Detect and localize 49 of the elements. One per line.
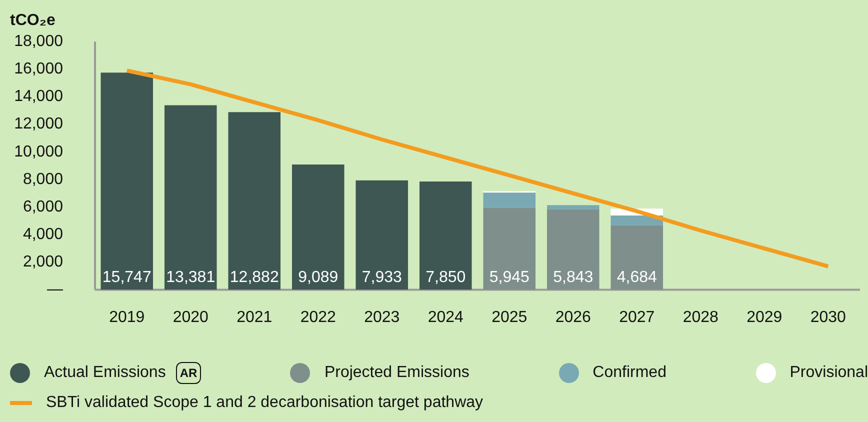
bar [546, 205, 600, 210]
x-tick-label: 2023 [364, 308, 400, 326]
bar [546, 209, 600, 290]
data-label: 13,381 [166, 269, 216, 286]
x-tick-label: 2019 [109, 308, 145, 326]
x-tick-label: 2025 [492, 308, 528, 326]
x-tick-label: 2024 [428, 308, 464, 326]
y-axis-title: tCO₂e [10, 12, 56, 30]
data-label: 4,684 [616, 269, 657, 286]
x-tick-label: 2029 [746, 308, 782, 326]
bar [483, 192, 536, 208]
y-tick-label: 2,000 [22, 254, 64, 271]
text: AR [176, 362, 202, 384]
x-tick-label: 2021 [236, 308, 272, 326]
y-tick-label: 8,000 [22, 170, 64, 188]
data-label: 9,089 [298, 269, 338, 286]
y-tick-label: 4,000 [22, 226, 64, 244]
legend-label: Confirmed [592, 364, 666, 382]
bar [292, 164, 344, 290]
bar [419, 182, 472, 290]
x-tick-label: 2022 [300, 308, 336, 326]
bar [100, 72, 154, 290]
legend-label: Actual Emissions [44, 364, 166, 382]
data-label: 5,945 [489, 269, 530, 286]
legend-label: Projected Emissions [324, 364, 470, 382]
x-tick-label: 2030 [810, 308, 846, 326]
y-tick-label: 12,000 [14, 116, 64, 133]
y-tick-label: 14,000 [14, 88, 64, 106]
bar [356, 180, 408, 290]
data-label: 5,843 [553, 269, 594, 286]
data-label: 12,882 [230, 269, 279, 286]
data-label: 15,747 [102, 269, 152, 286]
y-tick-label: 10,000 [14, 143, 64, 160]
y-tick-label: 6,000 [22, 198, 64, 216]
y-tick-label: — [47, 281, 63, 298]
data-label: 7,850 [426, 269, 466, 286]
data-label: 7,933 [362, 269, 402, 286]
legend-label: Provisional [790, 364, 868, 382]
bar [610, 225, 664, 290]
x-tick-label: 2026 [555, 308, 592, 326]
y-tick-label: 18,000 [14, 33, 64, 50]
bar [164, 105, 217, 290]
bar [228, 112, 281, 290]
bar [483, 208, 536, 290]
y-tick-label: 16,000 [14, 60, 64, 78]
legend-label: SBTi validated Scope 1 and 2 decarbonisation target pathway [46, 394, 484, 412]
x-tick-label: 2027 [619, 308, 655, 326]
x-tick-label: 2020 [172, 308, 209, 326]
x-tick-label: 2028 [682, 308, 719, 326]
